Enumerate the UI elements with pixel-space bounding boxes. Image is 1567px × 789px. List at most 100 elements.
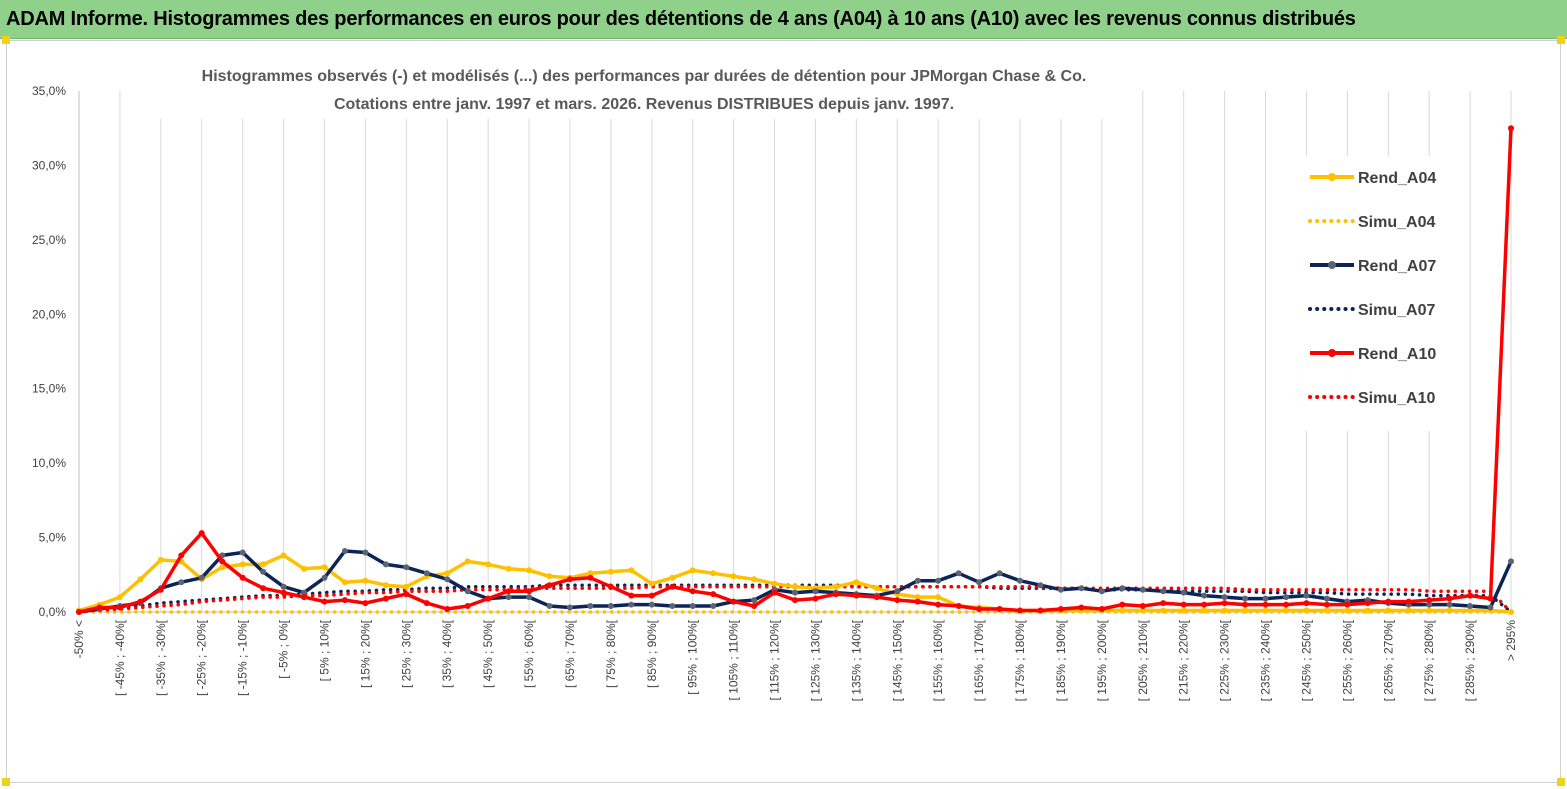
data-point-rend-a04 bbox=[280, 552, 287, 559]
data-point-rend-a04 bbox=[587, 570, 594, 577]
data-point-rend-a07 bbox=[1283, 594, 1289, 601]
data-point-rend-a04 bbox=[1405, 607, 1412, 614]
data-point-rend-a04 bbox=[260, 561, 267, 568]
x-tick-label: [ 255% ; 260%[ bbox=[1340, 619, 1354, 701]
data-point-rend-a07 bbox=[1201, 592, 1208, 599]
data-point-rend-a10 bbox=[1467, 592, 1474, 599]
data-point-rend-a07 bbox=[301, 589, 307, 596]
data-point-rend-a10 bbox=[1508, 125, 1514, 132]
data-point-rend-a04 bbox=[485, 561, 492, 568]
data-point-rend-a07 bbox=[812, 588, 819, 595]
data-point-rend-a10 bbox=[1242, 601, 1249, 608]
legend-label-simu-a07: Simu_A07 bbox=[1358, 302, 1435, 319]
data-point-rend-a07 bbox=[239, 549, 246, 556]
data-point-rend-a10 bbox=[260, 585, 267, 592]
data-point-rend-a04 bbox=[669, 574, 676, 581]
data-point-rend-a04 bbox=[239, 561, 246, 568]
data-point-rend-a10 bbox=[546, 582, 553, 589]
data-point-rend-a04 bbox=[1303, 607, 1310, 614]
legend-label-rend-a10: Rend_A10 bbox=[1358, 346, 1436, 363]
x-tick-label: [ 225% ; 230%[ bbox=[1218, 619, 1232, 701]
data-point-rend-a04 bbox=[853, 579, 860, 586]
data-point-rend-a07 bbox=[976, 579, 983, 586]
corner-marker-bottom-right bbox=[1557, 778, 1565, 786]
data-point-rend-a10 bbox=[832, 591, 839, 598]
data-point-rend-a04 bbox=[546, 573, 553, 580]
data-point-rend-a07 bbox=[1323, 595, 1330, 602]
data-point-rend-a04 bbox=[137, 576, 144, 583]
data-point-rend-a07 bbox=[198, 574, 205, 581]
data-point-rend-a07 bbox=[955, 570, 962, 577]
legend-label-simu-a04: Simu_A04 bbox=[1358, 214, 1435, 231]
data-point-rend-a07 bbox=[607, 603, 614, 609]
x-tick-label: [ -25% ; -20%[ bbox=[195, 619, 209, 696]
y-tick-label: 25,0% bbox=[32, 233, 66, 247]
data-point-rend-a07 bbox=[1426, 601, 1433, 608]
chart-subtitle: Cotations entre janv. 1997 et mars. 2026… bbox=[334, 96, 954, 113]
data-point-rend-a07 bbox=[403, 564, 410, 571]
x-tick-label: [ 245% ; 250%[ bbox=[1299, 619, 1313, 701]
data-point-rend-a07 bbox=[648, 601, 655, 608]
data-point-rend-a07 bbox=[505, 594, 512, 601]
data-point-rend-a04 bbox=[157, 556, 164, 563]
y-tick-label: 20,0% bbox=[32, 307, 66, 321]
data-point-rend-a10 bbox=[1303, 600, 1310, 607]
data-point-rend-a07 bbox=[1242, 595, 1249, 602]
x-tick-label: [ 85% ; 90%[ bbox=[645, 619, 659, 688]
data-point-rend-a04 bbox=[1160, 607, 1167, 614]
x-tick-label: [ 275% ; 280%[ bbox=[1422, 619, 1436, 701]
data-point-rend-a04 bbox=[1119, 607, 1126, 614]
x-tick-label: [ 165% ; 170%[ bbox=[972, 619, 986, 701]
data-point-rend-a04 bbox=[321, 564, 328, 571]
data-point-rend-a10 bbox=[689, 588, 696, 595]
data-point-rend-a10 bbox=[914, 598, 921, 605]
data-point-rend-a10 bbox=[751, 603, 758, 609]
data-point-rend-a04 bbox=[628, 567, 635, 574]
data-point-rend-a10 bbox=[96, 604, 103, 611]
corner-marker-bottom-left bbox=[2, 778, 10, 786]
data-point-rend-a07 bbox=[382, 561, 389, 568]
x-tick-label: [ -35% ; -30%[ bbox=[154, 619, 168, 696]
data-point-rend-a10 bbox=[341, 597, 348, 604]
data-point-rend-a04 bbox=[1221, 607, 1228, 614]
data-point-rend-a07 bbox=[1221, 594, 1228, 601]
data-point-rend-a07 bbox=[1180, 589, 1187, 596]
data-point-rend-a04 bbox=[771, 580, 778, 587]
data-point-rend-a10 bbox=[935, 601, 942, 608]
data-point-rend-a10 bbox=[1487, 595, 1494, 602]
data-point-rend-a07 bbox=[567, 604, 573, 611]
data-point-rend-a10 bbox=[423, 600, 430, 607]
data-point-rend-a10 bbox=[1283, 601, 1289, 608]
data-point-rend-a10 bbox=[996, 606, 1003, 612]
data-point-rend-a10 bbox=[812, 595, 819, 602]
data-point-rend-a10 bbox=[485, 595, 492, 602]
data-point-rend-a07 bbox=[792, 589, 798, 596]
data-point-rend-a10 bbox=[1119, 601, 1126, 608]
corner-marker-top-right bbox=[1557, 36, 1565, 44]
data-point-rend-a10 bbox=[239, 574, 246, 581]
data-point-rend-a10 bbox=[710, 591, 717, 598]
data-point-rend-a10 bbox=[1180, 601, 1187, 608]
data-point-rend-a07 bbox=[914, 577, 921, 584]
data-point-rend-a07 bbox=[1262, 595, 1269, 602]
data-point-rend-a04 bbox=[1283, 607, 1289, 614]
legend-marker-rend-a07 bbox=[1328, 261, 1336, 269]
x-tick-label: [ 205% ; 210%[ bbox=[1136, 619, 1150, 701]
data-point-rend-a10 bbox=[198, 530, 205, 537]
data-point-rend-a10 bbox=[1017, 607, 1023, 614]
data-point-rend-a04 bbox=[607, 568, 614, 575]
x-tick-label: [ 265% ; 270%[ bbox=[1381, 619, 1395, 701]
data-point-rend-a10 bbox=[607, 583, 614, 590]
data-point-rend-a10 bbox=[955, 603, 962, 609]
y-tick-label: 10,0% bbox=[32, 456, 66, 470]
data-point-rend-a04 bbox=[1426, 607, 1433, 614]
data-point-rend-a07 bbox=[894, 588, 901, 595]
data-point-rend-a07 bbox=[464, 588, 471, 595]
data-point-rend-a04 bbox=[116, 594, 123, 601]
x-tick-label: [ 95% ; 100%[ bbox=[686, 619, 700, 694]
data-point-rend-a04 bbox=[301, 565, 307, 572]
data-point-rend-a04 bbox=[751, 576, 758, 583]
data-point-rend-a04 bbox=[1180, 607, 1187, 614]
data-point-rend-a10 bbox=[730, 598, 737, 605]
x-tick-label: [ 65% ; 70%[ bbox=[563, 619, 577, 688]
